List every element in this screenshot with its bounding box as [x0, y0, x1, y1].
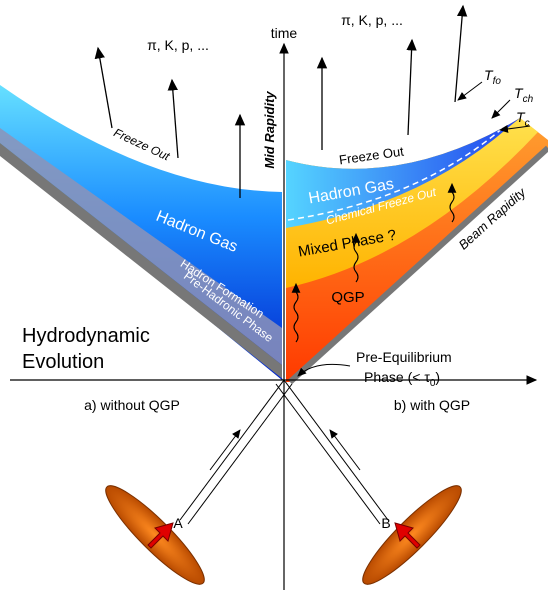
freeze-out-right: Freeze Out [338, 144, 405, 168]
phase-text: Phase (< τ [364, 369, 430, 385]
mid-rapidity-label: Mid Rapidity [262, 91, 277, 169]
evolution-line-2: Evolution [22, 351, 104, 373]
evolution-line-1: Hydrodynamic [22, 325, 150, 347]
caption-right: b) with QGP [394, 397, 470, 413]
particles-left: π, K, p, ... [147, 37, 209, 53]
time-label: time [271, 25, 298, 41]
t-sub: ch [523, 94, 534, 105]
nucleus-a: A [173, 515, 183, 531]
caption-left: a) without QGP [84, 397, 180, 413]
t-fo: Tfo [484, 67, 501, 87]
pre-equilibrium-line-1: Pre-Equilibrium [356, 349, 452, 365]
t-sub: c [525, 118, 530, 129]
close-paren: ) [435, 369, 440, 385]
pre-equilibrium-line-2: Phase (< τ0) [364, 369, 440, 389]
diagram: time Mid Rapidity π, K, p, ... π, K, p, … [0, 0, 548, 592]
nucleus-b: B [381, 515, 390, 531]
particles-right: π, K, p, ... [341, 12, 403, 28]
t-ch: Tch [514, 85, 534, 105]
qgp: QGP [331, 289, 364, 306]
t-sub: fo [493, 76, 502, 87]
